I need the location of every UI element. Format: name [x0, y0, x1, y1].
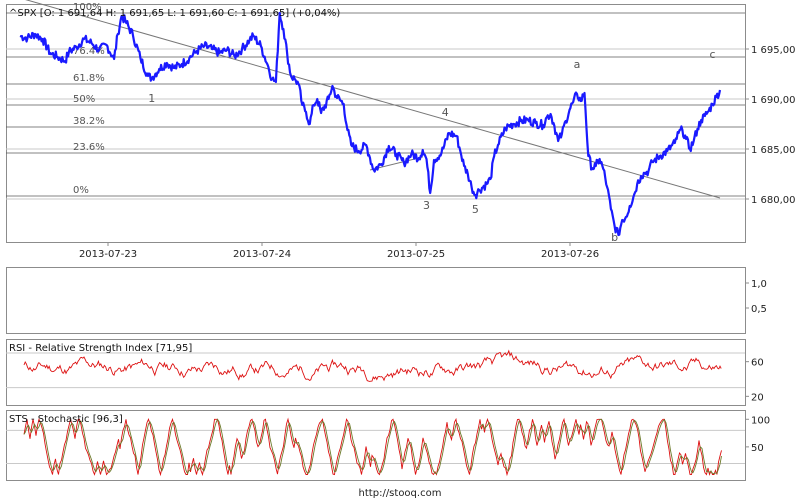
- fibonacci-levels: 0% 23.6% 38.2% 50% 61.8% 76.4% 100%: [6, 2, 745, 197]
- trendline: [25, 0, 721, 199]
- rsi-panel: [6, 339, 746, 406]
- stochastic-axis-label: 100: [751, 415, 770, 426]
- price-axis-label: 1 690,00: [751, 95, 796, 106]
- wave-label: b: [611, 231, 618, 244]
- price-axis: 1 695,00 1 690,00 1 685,00 1 680,00: [745, 45, 796, 206]
- rsi-series: 60 20: [6, 349, 764, 403]
- price-series: [19, 11, 722, 237]
- rsi-axis-label: 60: [751, 358, 764, 369]
- rsi-title: RSI - Relative Strength Index [71,95]: [9, 343, 192, 354]
- price-line: [19, 11, 722, 237]
- fib-label: 100%: [73, 2, 102, 13]
- wave-label: 3: [423, 199, 430, 212]
- stochastic-k-line: [23, 417, 722, 477]
- date-axis-label: 2013-07-26: [541, 249, 599, 260]
- price-axis-label: 1 695,00: [751, 45, 796, 56]
- stochastic-title: STS - Stochastic [96,3]: [9, 414, 123, 425]
- wave-labels: 1 3 4 5 a b c: [148, 48, 715, 244]
- price-chart-title: ^SPX [O: 1 691,64 H: 1 691,65 L: 1 691,6…: [9, 8, 340, 19]
- wave-label: c: [709, 48, 715, 61]
- footer-url[interactable]: http://stooq.com: [359, 488, 442, 499]
- wave-label: 1: [148, 92, 155, 105]
- fib-label: 76.4%: [73, 46, 105, 57]
- fib-label: 50%: [73, 94, 95, 105]
- date-axis: 2013-07-23 2013-07-24 2013-07-25 2013-07-26: [79, 242, 599, 260]
- volume-panel: [6, 267, 746, 334]
- date-axis-label: 2013-07-25: [387, 249, 445, 260]
- price-axis-label: 1 680,00: [751, 195, 796, 206]
- stochastic-series: 100 50: [6, 415, 770, 477]
- rsi-line: [23, 349, 722, 382]
- date-axis-label: 2013-07-24: [233, 249, 291, 260]
- price-gridlines: [6, 48, 745, 200]
- volume-axis: 1,0 0,5: [745, 279, 767, 315]
- fib-label: 38.2%: [73, 116, 105, 127]
- price-panel: [6, 4, 746, 243]
- rsi-axis-label: 20: [751, 392, 764, 403]
- wave-label: 4: [442, 106, 449, 119]
- price-axis-label: 1 685,00: [751, 145, 796, 156]
- wave-label: 5: [472, 203, 479, 216]
- date-axis-label: 2013-07-23: [79, 249, 137, 260]
- stochastic-d-line: [23, 418, 722, 475]
- stochastic-axis-label: 50: [751, 443, 764, 454]
- volume-axis-label: 0,5: [751, 304, 767, 315]
- wave-label: a: [574, 58, 581, 71]
- fib-label: 23.6%: [73, 142, 105, 153]
- fib-label: 61.8%: [73, 73, 105, 84]
- volume-axis-label: 1,0: [751, 279, 767, 290]
- fib-label: 0%: [73, 185, 89, 196]
